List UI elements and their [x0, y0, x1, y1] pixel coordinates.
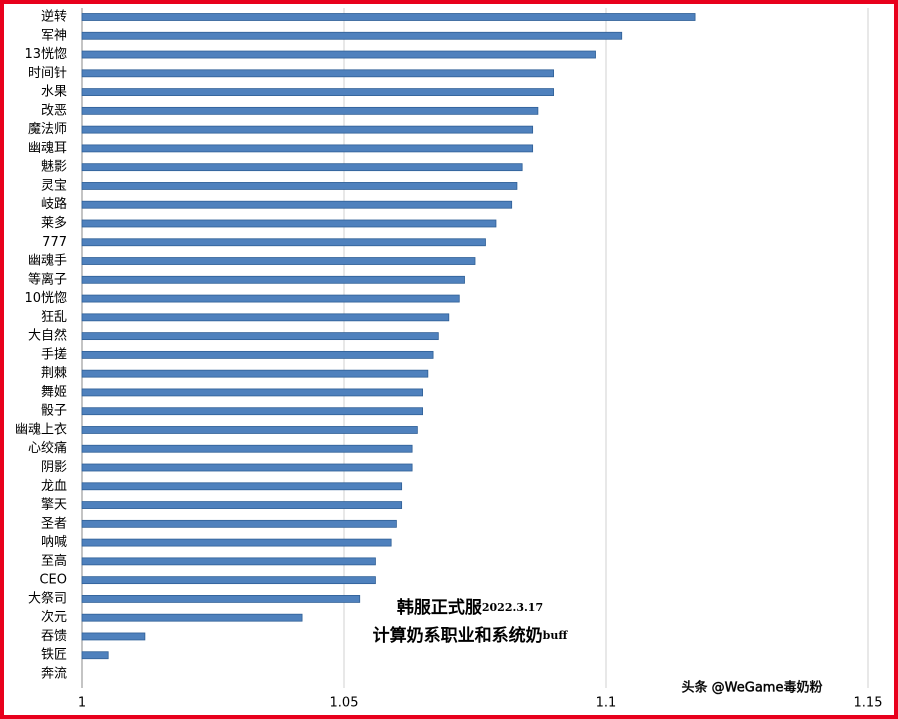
bar — [81, 407, 424, 416]
y-tick-label: 大祭司 — [28, 591, 67, 606]
y-tick-label: 龙血 — [41, 479, 67, 494]
bar — [81, 632, 146, 641]
y-tick-label: 魔法师 — [28, 122, 67, 137]
watermark: 头条 @WeGame毒奶粉 — [682, 680, 823, 696]
bar — [81, 50, 596, 59]
y-tick-label: 幽魂手 — [28, 253, 67, 269]
y-tick-label: 逆转 — [41, 9, 67, 25]
bar — [81, 163, 523, 172]
y-tick-label: 幽魂上衣 — [15, 421, 67, 437]
annotation: 韩服正式服2022.3.17 — [397, 597, 543, 618]
annotation-part: 2022.3.17 — [482, 601, 543, 614]
bar — [81, 106, 539, 115]
bar — [81, 538, 392, 547]
y-tick-label: 岐路 — [41, 196, 67, 212]
annotation-part: 计算奶系职业和系统奶 — [373, 625, 543, 646]
y-tick-label: 幽魂耳 — [28, 140, 67, 156]
bar — [81, 294, 460, 303]
x-tick-label: 1 — [78, 696, 86, 711]
bar — [81, 350, 434, 359]
bar — [81, 13, 696, 21]
y-tick-label: 13恍惚 — [24, 46, 67, 62]
y-tick-label: 心绞痛 — [28, 440, 67, 456]
y-tick-label: 阴影 — [41, 460, 67, 475]
bar — [81, 182, 518, 190]
annotation: 计算奶系职业和系统奶buff — [373, 625, 569, 646]
y-tick-label: 吞馈 — [41, 629, 67, 644]
bar — [81, 31, 623, 40]
bar — [81, 219, 497, 228]
bar — [81, 595, 361, 603]
bar — [81, 257, 476, 265]
x-tick-label: 1.1 — [596, 696, 617, 711]
bar — [81, 576, 376, 585]
annotation-part: 韩服正式服 — [397, 597, 483, 618]
y-tick-label: 大自然 — [28, 328, 67, 344]
bar — [81, 275, 465, 284]
y-tick-label: 狂乱 — [41, 310, 67, 325]
y-tick-label: 灵宝 — [41, 178, 67, 193]
bar — [81, 144, 534, 153]
y-tick-label: 圣者 — [41, 516, 67, 531]
y-tick-label: 擎天 — [41, 498, 67, 513]
bar — [81, 557, 376, 566]
bar — [81, 332, 439, 341]
bar — [81, 369, 429, 378]
bar — [81, 613, 303, 622]
y-tick-label: 铁匠 — [41, 648, 67, 663]
bar — [81, 313, 450, 322]
bar — [81, 444, 413, 453]
y-tick-label: 荆棘 — [41, 365, 67, 381]
bar — [81, 426, 418, 434]
bar — [81, 482, 403, 491]
y-tick-label: 舞姬 — [41, 385, 67, 400]
bar — [81, 88, 555, 96]
bar — [81, 501, 403, 509]
annotation-part: buff — [543, 629, 569, 642]
y-tick-label: CEO — [39, 573, 67, 588]
y-tick-label: 改恶 — [41, 103, 67, 118]
y-tick-label: 呐喊 — [41, 535, 67, 550]
bar — [81, 69, 555, 78]
bar — [81, 651, 109, 660]
y-tick-label: 军神 — [41, 28, 67, 43]
y-tick-label: 时间针 — [28, 66, 67, 81]
y-tick-label: 10恍惚 — [24, 290, 67, 306]
bar — [81, 125, 534, 134]
y-tick-label: 骰子 — [41, 404, 67, 419]
y-tick-label: 777 — [42, 235, 67, 250]
y-tick-label: 等离子 — [28, 271, 67, 287]
x-tick-label: 1.15 — [854, 696, 883, 711]
bar — [81, 238, 486, 247]
y-tick-label: 水果 — [41, 85, 67, 100]
y-tick-label: 魅影 — [41, 160, 67, 175]
x-tick-label: 1.05 — [330, 696, 359, 711]
bar — [81, 388, 424, 397]
y-tick-label: 奔流 — [41, 667, 67, 682]
y-tick-label: 莱多 — [41, 215, 67, 231]
bar — [81, 519, 397, 528]
bar — [81, 200, 513, 209]
y-tick-label: 手搓 — [41, 346, 67, 362]
y-tick-label: 次元 — [41, 609, 67, 625]
bar — [81, 463, 413, 472]
y-tick-label: 至高 — [41, 553, 67, 569]
